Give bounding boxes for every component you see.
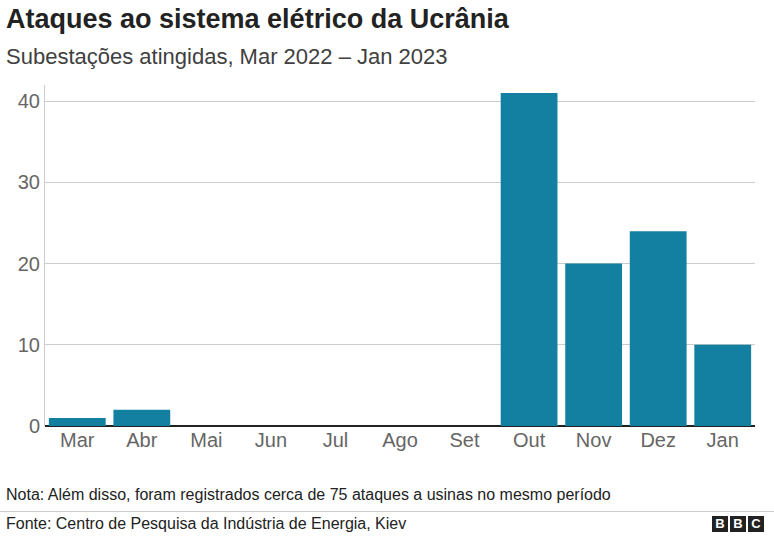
svg-text:20: 20 — [18, 253, 40, 275]
svg-text:Nov: Nov — [576, 429, 612, 451]
svg-text:0: 0 — [29, 415, 40, 437]
html-text:C: C — [751, 516, 761, 531]
svg-text:Mar: Mar — [60, 429, 95, 451]
html-text:Nota: Além disso, foram regist: Nota: Além disso, foram registrados cerc… — [6, 486, 611, 503]
svg-text:Dez: Dez — [640, 429, 676, 451]
svg-text:Jun: Jun — [255, 429, 287, 451]
html-text:B: B — [733, 516, 743, 531]
html-text:Fonte: Centro de Pesquisa da I: Fonte: Centro de Pesquisa da Indústria d… — [6, 515, 407, 532]
svg-text:30: 30 — [18, 171, 40, 193]
svg-text:Ago: Ago — [382, 429, 418, 451]
html-text:Subestações atingidas, Mar 202: Subestações atingidas, Mar 2022 – Jan 20… — [6, 44, 448, 69]
svg-text:Jan: Jan — [707, 429, 739, 451]
svg-text:Mai: Mai — [190, 429, 222, 451]
html-text:Ataques ao sistema elétrico da: Ataques ao sistema elétrico da Ucrânia — [6, 4, 509, 34]
svg-text:Abr: Abr — [126, 429, 157, 451]
svg-text:Jul: Jul — [323, 429, 349, 451]
svg-text:Set: Set — [450, 429, 480, 451]
svg-text:40: 40 — [18, 90, 40, 112]
html-text:B: B — [715, 516, 725, 531]
svg-text:10: 10 — [18, 334, 40, 356]
svg-text:Out: Out — [513, 429, 546, 451]
